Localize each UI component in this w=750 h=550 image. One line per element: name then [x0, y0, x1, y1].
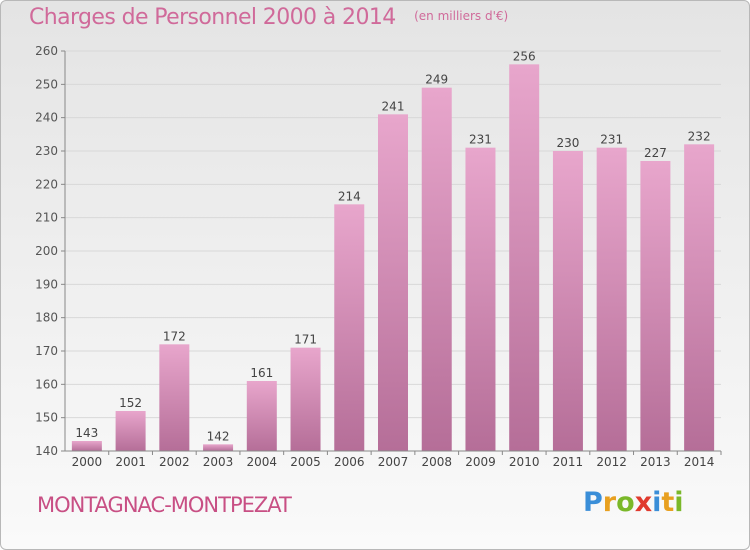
y-tick-label: 240 — [35, 111, 58, 125]
bar-value-label: 214 — [338, 189, 361, 203]
bar-2007 — [378, 114, 408, 451]
bars: 143 152 172 142 161 171 214 241 249 231 256 230 231 2… — [71, 49, 715, 452]
y-tick-label: 160 — [35, 377, 58, 391]
y-tick-label: 200 — [35, 244, 58, 258]
logo-letter: P — [583, 487, 603, 518]
bar-value-label: 142 — [207, 429, 230, 443]
x-tick-label: 2009 — [465, 455, 496, 469]
bar-value-label: 230 — [556, 136, 579, 150]
bar-2002 — [159, 344, 190, 451]
logo-letter: i — [674, 487, 684, 518]
y-tick-label: 250 — [35, 77, 58, 91]
x-tick-label: 2007 — [378, 455, 409, 469]
y-tick-label: 230 — [35, 144, 58, 158]
x-tick-label: 2012 — [596, 455, 627, 469]
y-tick-label: 220 — [35, 177, 58, 191]
y-tick-label: 150 — [35, 411, 58, 425]
bar-2001 — [115, 411, 146, 451]
location-label: MONTAGNAC-MONTPEZAT — [37, 493, 292, 517]
bar-value-label: 143 — [75, 426, 98, 440]
bar-value-label: 231 — [600, 133, 623, 147]
chart-title: Charges de Personnel 2000 à 2014 — [29, 5, 396, 30]
bar-value-label: 256 — [513, 49, 536, 63]
title-row: Charges de Personnel 2000 à 2014 (en mil… — [29, 5, 508, 30]
axes: 140 150 160 170 180 190 200 210 220 230 240 250 260 2… — [35, 44, 722, 469]
bar-value-label: 231 — [469, 133, 492, 147]
bar-2013 — [640, 161, 671, 451]
y-tick-label: 170 — [35, 344, 58, 358]
chart-subtitle: (en milliers d'€) — [414, 9, 509, 23]
bar-value-label: 249 — [425, 73, 448, 87]
y-tick-label: 260 — [35, 44, 58, 58]
bar-2003 — [203, 444, 234, 451]
y-tick-label: 190 — [35, 277, 58, 291]
y-tick-label: 180 — [35, 311, 58, 325]
bar-2000 — [71, 441, 102, 451]
bar-2010 — [509, 64, 540, 452]
bar-value-label: 171 — [294, 333, 317, 347]
x-tick-label: 2011 — [553, 455, 584, 469]
x-tick-label: 2008 — [421, 455, 452, 469]
logo-letter: t — [661, 487, 675, 518]
x-tick-label: 2010 — [509, 455, 540, 469]
bar-2005 — [290, 347, 321, 451]
x-tick-label: 2013 — [640, 455, 671, 469]
x-tick-label: 2003 — [203, 455, 234, 469]
x-tick-label: 2006 — [334, 455, 365, 469]
x-tick-label: 2004 — [247, 455, 278, 469]
bar-value-label: 241 — [382, 99, 405, 113]
proxiti-logo: Proxiti — [583, 487, 684, 518]
logo-letter: r — [602, 487, 617, 518]
bar-value-label: 172 — [163, 329, 186, 343]
bar-2012 — [596, 147, 627, 451]
x-tick-label: 2014 — [684, 455, 715, 469]
bar-2009 — [465, 147, 496, 451]
bar-value-label: 161 — [250, 366, 273, 380]
x-tick-label: 2001 — [115, 455, 146, 469]
bar-value-label: 152 — [119, 396, 142, 410]
bar-2008 — [421, 87, 452, 452]
bar-2014 — [684, 144, 715, 452]
x-tick-label: 2002 — [159, 455, 190, 469]
x-tick-label: 2005 — [290, 455, 321, 469]
bar-value-label: 232 — [688, 129, 711, 143]
bar-value-label: 227 — [644, 146, 667, 160]
logo-letter: o — [616, 487, 635, 518]
logo-letter: i — [652, 487, 662, 518]
y-tick-label: 210 — [35, 211, 58, 225]
bar-2006 — [334, 204, 365, 451]
bar-2004 — [246, 381, 277, 451]
y-tick-label: 140 — [35, 444, 58, 458]
bar-2011 — [552, 151, 583, 451]
logo-letter: x — [634, 487, 653, 518]
x-tick-label: 2000 — [72, 455, 103, 469]
